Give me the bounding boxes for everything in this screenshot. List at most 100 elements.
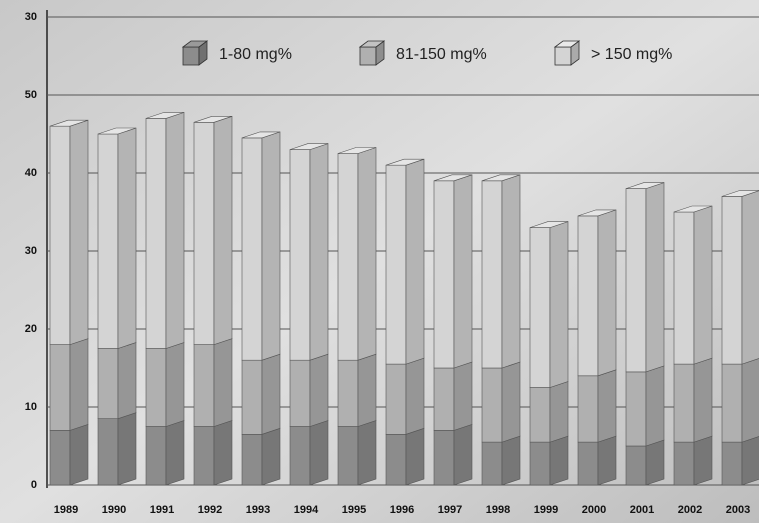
bar-segment [577,375,599,443]
bar-segment [289,149,311,361]
x-tick-label: 1994 [294,504,319,516]
y-tick-label: 0 [31,479,37,491]
bar-side [117,127,137,349]
bar-side [165,420,185,486]
bar-side [549,435,569,486]
bar-segment [97,418,119,486]
bar-side [405,427,425,486]
x-tick-label: 1996 [390,504,414,516]
bar-segment [385,433,407,486]
bar-side [741,190,759,365]
bar-top [193,116,233,123]
bar-side [693,435,713,486]
bar-segment [385,164,407,365]
bar-segment [241,359,263,435]
bar-top [721,190,759,197]
bar-segment [337,153,359,361]
bar-side [357,353,377,427]
bar-top [289,143,329,150]
bar-side [645,182,665,373]
bar-side [741,358,759,443]
x-tick-label: 1995 [342,504,366,516]
legend-swatch-top [358,40,386,48]
bar-side [693,205,713,365]
bar-segment [145,426,167,486]
x-tick-label: 2002 [678,504,702,516]
bar-top [241,131,281,139]
bar-segment [49,430,71,486]
bar-segment [673,441,695,486]
bar-top [625,182,665,189]
legend-label: 1-80 mg% [219,46,292,63]
bar-side [501,435,521,486]
bar-side [453,361,473,431]
x-tick-label: 1992 [198,504,222,516]
bar-top [385,158,425,166]
bar-top [481,174,521,182]
bar-segment [97,133,119,349]
bar-segment [721,363,743,443]
bar-segment [625,445,647,486]
bar-segment [433,367,455,431]
bar-side [405,357,425,435]
bar-segment [625,371,647,447]
bar-side [117,342,137,420]
bar-segment [337,426,359,486]
legend-swatch [359,46,377,66]
x-tick-label: 2003 [726,504,750,516]
x-tick-label: 1990 [102,504,126,516]
bar-top [529,221,569,228]
bar-top [433,174,473,182]
bar-segment [481,441,503,486]
legend-label: 81-150 mg% [396,46,487,63]
bar-side [309,353,329,427]
bar-side [597,209,617,377]
bar-side [69,338,89,431]
bar-side [261,353,281,435]
legend-swatch-top [181,40,209,48]
y-tick-label: 10 [25,401,37,413]
bar-side [501,174,521,369]
y-tick-label: 50 [25,89,37,101]
bar-top [49,119,89,127]
bar-top [145,112,185,119]
bar-segment [289,426,311,486]
legend-swatch [182,46,200,66]
bar-top [337,147,377,154]
bar-segment [145,348,167,427]
bar-segment [193,426,215,486]
bar-segment [721,196,743,365]
bar-side [69,119,89,346]
bar-segment [337,359,359,427]
bar-side [693,357,713,443]
bar-side [309,420,329,486]
x-tick-label: 2000 [582,504,606,516]
bar-side [165,111,185,349]
bar-side [645,439,665,486]
y-tick-label: 30 [25,11,37,23]
bar-segment [97,348,119,419]
bar-segment [481,367,503,443]
bar-top [577,209,617,217]
x-tick-label: 1999 [534,504,558,516]
bar-segment [625,188,647,373]
bar-segment [193,122,215,345]
x-tick-label: 2001 [630,504,654,516]
bar-top [97,127,137,135]
bar-side [213,338,233,427]
bar-segment [673,363,695,443]
bar-segment [289,359,311,427]
bar-side [597,369,617,443]
bar-segment [529,387,551,443]
bar-side [453,423,473,486]
bar-segment [577,441,599,486]
x-tick-label: 1998 [486,504,510,516]
bar-side [117,412,137,486]
y-tick-label: 30 [25,245,37,257]
bar-segment [241,137,263,361]
bar-segment [529,441,551,486]
bar-side [309,143,329,361]
bar-side [69,423,89,486]
bar-segment [241,433,263,486]
